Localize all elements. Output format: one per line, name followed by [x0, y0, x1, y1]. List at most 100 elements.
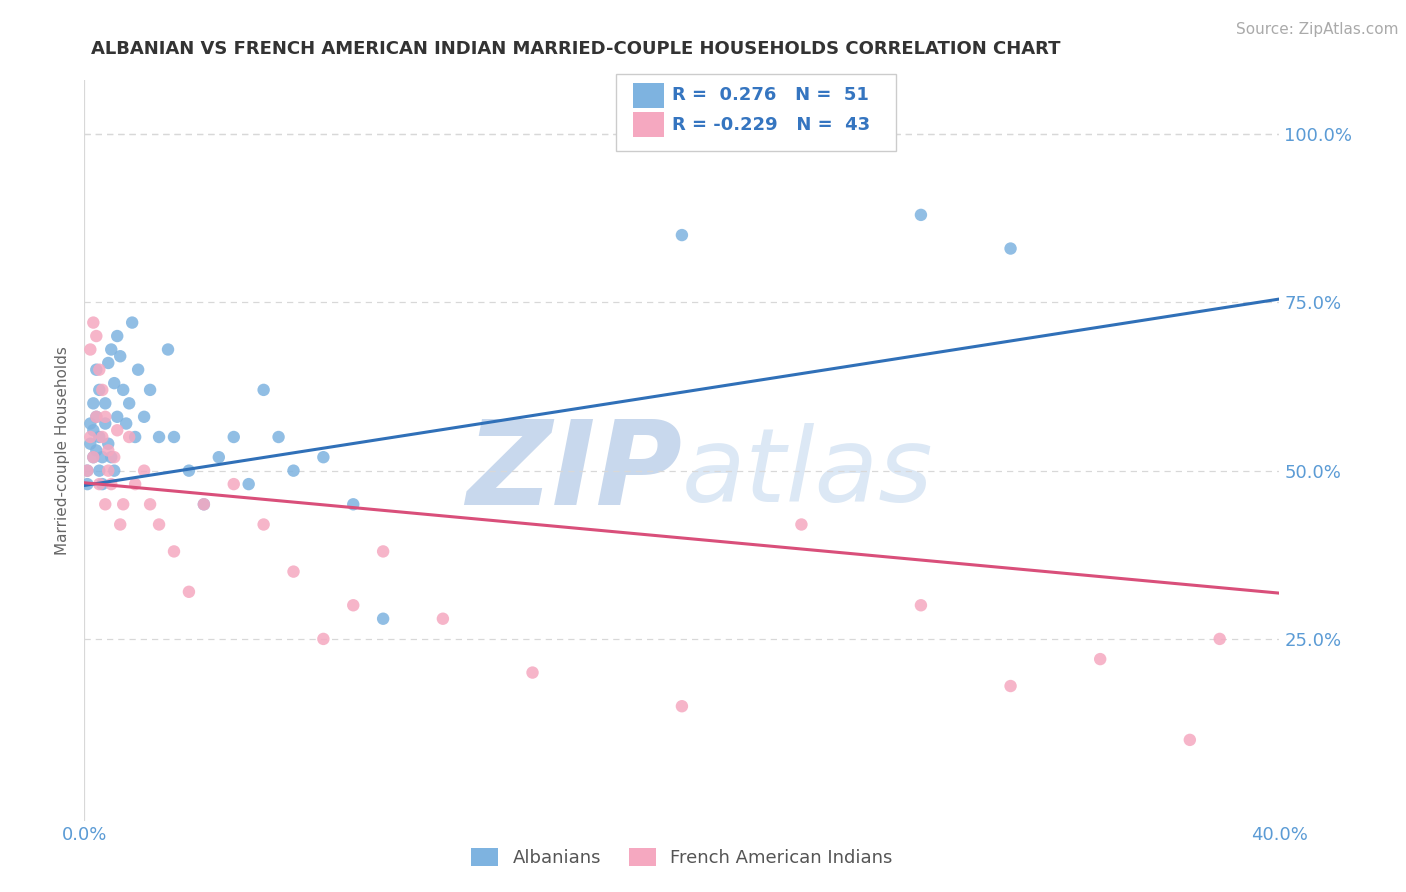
Point [267, 430, 290, 444]
Point [94, 409, 117, 424]
Point [118, 396, 141, 410]
Point [105, 423, 128, 437]
Point [671, 699, 693, 714]
Point [132, 409, 156, 424]
Point [253, 383, 276, 397]
Point [118, 430, 141, 444]
Point [283, 464, 305, 478]
Point [79, 436, 101, 450]
Point [177, 584, 200, 599]
Point [163, 430, 186, 444]
Point [91, 477, 114, 491]
Point [76, 464, 98, 478]
Point [86, 409, 108, 424]
Legend: Albanians, French American Indians: Albanians, French American Indians [464, 841, 900, 874]
Point [163, 544, 186, 558]
Point [238, 477, 260, 491]
Point [910, 208, 932, 222]
Point [105, 409, 128, 424]
Point [1000, 679, 1022, 693]
Point [100, 450, 122, 465]
Point [82, 396, 104, 410]
Point [89, 430, 111, 444]
Point [79, 430, 101, 444]
Point [97, 464, 120, 478]
Point [139, 383, 162, 397]
Point [139, 497, 162, 511]
Point [671, 228, 693, 243]
Point [86, 362, 108, 376]
Point [97, 436, 120, 450]
Point [82, 316, 104, 330]
Point [76, 464, 98, 478]
Point [82, 450, 104, 465]
Point [124, 477, 146, 491]
Point [82, 450, 104, 465]
Point [103, 464, 125, 478]
Point [342, 599, 364, 613]
Point [86, 409, 108, 424]
Point [177, 464, 200, 478]
Point [132, 464, 156, 478]
Point [373, 544, 395, 558]
Point [97, 356, 120, 370]
Point [86, 329, 108, 343]
Point [112, 497, 135, 511]
Text: R =  0.276   N =  51: R = 0.276 N = 51 [672, 87, 869, 104]
Point [222, 477, 245, 491]
Point [193, 497, 215, 511]
Text: ALBANIAN VS FRENCH AMERICAN INDIAN MARRIED-COUPLE HOUSEHOLDS CORRELATION CHART: ALBANIAN VS FRENCH AMERICAN INDIAN MARRI… [91, 40, 1062, 58]
Point [253, 517, 276, 532]
Point [522, 665, 544, 680]
Point [127, 362, 149, 376]
Point [193, 497, 215, 511]
Point [373, 612, 395, 626]
Point [342, 497, 364, 511]
Point [94, 497, 117, 511]
Point [910, 599, 932, 613]
Point [103, 450, 125, 465]
Point [110, 517, 132, 532]
Text: ZIP: ZIP [465, 415, 682, 530]
Point [1090, 652, 1112, 666]
Point [124, 430, 146, 444]
Point [1000, 242, 1022, 256]
Point [283, 565, 305, 579]
Point [89, 362, 111, 376]
Point [312, 632, 335, 646]
Point [790, 517, 813, 532]
Y-axis label: Married-couple Households: Married-couple Households [55, 346, 70, 555]
Text: R = -0.229   N =  43: R = -0.229 N = 43 [672, 116, 870, 134]
Text: Source: ZipAtlas.com: Source: ZipAtlas.com [1236, 22, 1399, 37]
Point [79, 417, 101, 431]
Point [432, 612, 454, 626]
Point [97, 443, 120, 458]
Point [121, 316, 143, 330]
Point [222, 430, 245, 444]
Point [1178, 732, 1201, 747]
Point [1209, 632, 1232, 646]
Point [157, 343, 180, 357]
Point [100, 343, 122, 357]
Point [91, 383, 114, 397]
Point [312, 450, 335, 465]
Point [105, 329, 128, 343]
Point [208, 450, 231, 465]
Point [76, 477, 98, 491]
Point [82, 423, 104, 437]
Point [79, 343, 101, 357]
Point [89, 464, 111, 478]
Point [86, 443, 108, 458]
Point [91, 450, 114, 465]
Point [148, 430, 170, 444]
Point [94, 396, 117, 410]
Point [94, 417, 117, 431]
Point [112, 383, 135, 397]
Point [103, 376, 125, 391]
Point [148, 517, 170, 532]
Text: atlas: atlas [682, 423, 934, 523]
Point [110, 349, 132, 363]
Point [91, 430, 114, 444]
Point [100, 477, 122, 491]
Point [89, 383, 111, 397]
